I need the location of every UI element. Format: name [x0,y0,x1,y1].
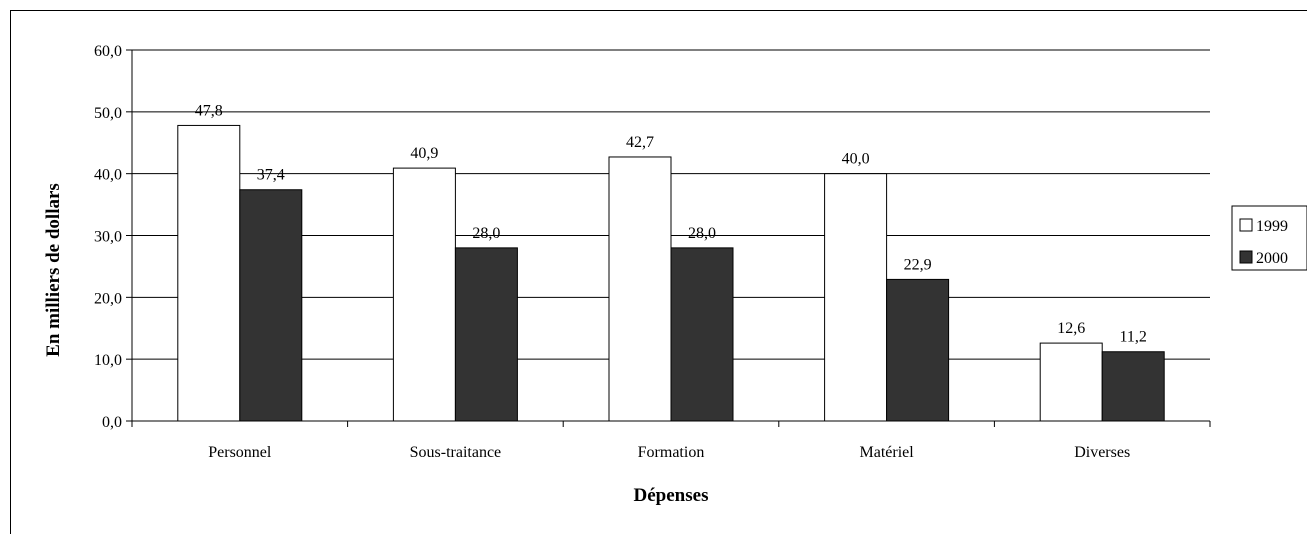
x-axis-title: Dépenses [634,485,709,506]
y-tick-label: 60,0 [94,43,122,60]
data-label: 28,0 [688,225,716,242]
data-label: 11,2 [1119,329,1146,346]
x-tick-label: Matériel [859,444,914,461]
y-tick-label: 40,0 [94,167,122,184]
y-tick-label: 10,0 [94,352,122,369]
data-label: 28,0 [472,225,500,242]
legend-swatch [1239,250,1253,264]
y-tick-label: 30,0 [94,229,122,246]
chart-frame [10,10,1307,534]
data-labels: 47,8 40,9 42,7 40,0 12,6 37,4 28,0 28,0 22,9 11,2 [195,102,1147,345]
data-label: 47,8 [195,102,223,119]
bars [177,124,1165,422]
legend-swatch [1239,218,1253,232]
data-label: 42,7 [626,134,654,151]
bar-1999 [177,124,241,422]
axes: 0,0 10,0 20,0 30,0 40,0 50,0 60,0 Personnel Sous… [94,43,1211,461]
data-label: 37,4 [257,167,285,184]
legend: 1999 2000 [1231,205,1307,271]
bar-1999 [392,167,456,422]
bar-2000 [670,247,734,422]
bar-2000 [886,278,950,422]
legend-label: 2000 [1256,250,1288,267]
x-tick-label: Diverses [1074,444,1130,461]
data-label: 40,0 [842,151,870,168]
y-tick-label: 50,0 [94,105,122,122]
bar-1999 [824,173,888,422]
y-axis-title: En milliers de dollars [43,183,64,357]
y-tick-label: 20,0 [94,290,122,307]
bar-1999 [1039,342,1103,422]
bar-2000 [239,189,303,422]
x-tick-label: Formation [638,444,705,461]
bar-2000 [1101,351,1165,422]
data-label: 22,9 [904,256,932,273]
legend-box [1231,205,1307,271]
legend-label: 1999 [1256,218,1288,235]
data-label: 12,6 [1057,320,1085,337]
x-tick-label: Personnel [208,444,272,461]
data-label: 40,9 [410,145,438,162]
y-tick-label: 0,0 [102,414,122,431]
bar-2000 [454,247,518,422]
x-tick-label: Sous-traitance [410,444,502,461]
bar-1999 [608,156,672,422]
